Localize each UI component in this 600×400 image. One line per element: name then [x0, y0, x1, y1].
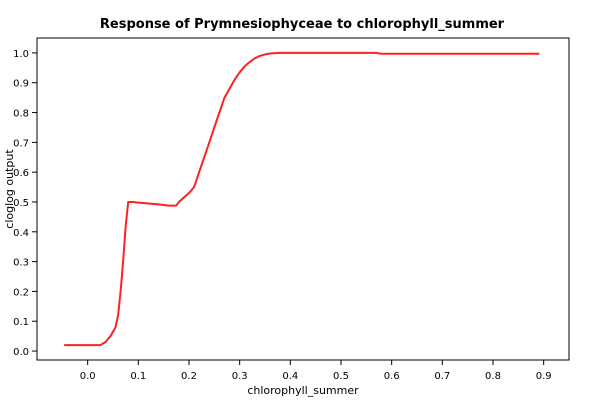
x-tick-label: 0.9 [536, 371, 552, 382]
y-tick-label: 0.4 [13, 228, 29, 239]
y-tick-label: 0.8 [13, 109, 29, 120]
response-curve [63, 51, 540, 347]
y-tick-label: 0.6 [13, 168, 29, 179]
y-tick-label: 0.7 [13, 138, 29, 149]
x-tick-label: 0.0 [80, 371, 96, 382]
x-tick-label: 0.4 [282, 371, 298, 382]
y-tick-label: 0.9 [13, 79, 29, 90]
y-tick-label: 0.3 [13, 258, 29, 269]
y-tick-label: 0.5 [13, 198, 29, 209]
y-axis-label: cloglog output [3, 149, 16, 229]
x-axis-label: chlorophyll_summer [247, 384, 359, 397]
x-tick-label: 0.2 [181, 371, 197, 382]
x-tick-label: 0.5 [333, 371, 349, 382]
x-tick-label: 0.8 [485, 371, 501, 382]
y-tick-label: 0.1 [13, 317, 29, 328]
x-tick-label: 0.3 [232, 371, 248, 382]
chart-title: Response of Prymnesiophyceae to chloroph… [100, 17, 505, 32]
y-tick-label: 0.0 [13, 347, 29, 358]
x-tick-label: 0.7 [434, 371, 450, 382]
y-tick-label: 0.2 [13, 287, 29, 298]
tick-layer: 0.0 0.1 0.2 0.3 0.4 0.5 0.6 0.7 0.8 0.9 0.0 0.1 0.2 0… [13, 49, 552, 382]
series-layer [63, 51, 540, 347]
x-tick-label: 0.6 [384, 371, 400, 382]
y-tick-label: 1.0 [13, 49, 29, 60]
x-tick-label: 0.1 [130, 371, 146, 382]
plot-area [36, 37, 570, 361]
